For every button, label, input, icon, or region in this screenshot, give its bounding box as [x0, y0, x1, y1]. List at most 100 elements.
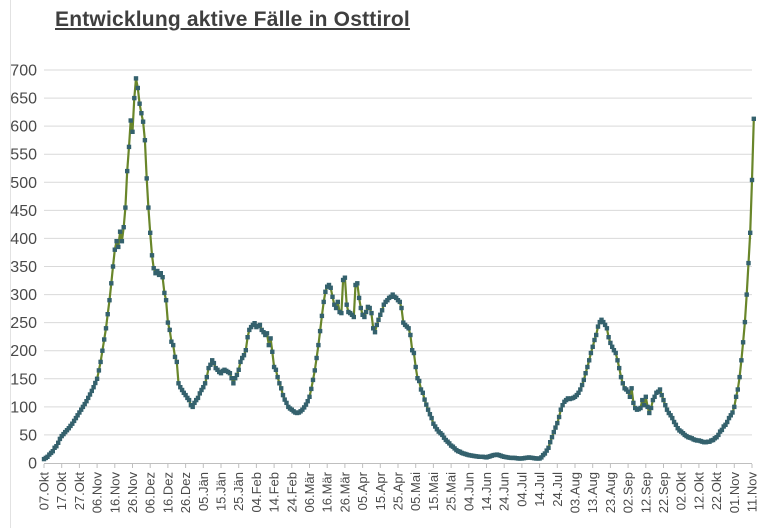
data-point-marker	[372, 330, 378, 335]
x-axis-tick-label: 06.Nov	[90, 472, 105, 514]
data-point-marker	[56, 440, 61, 445]
x-axis-tick-label: 25.Apr	[391, 471, 406, 510]
x-axis-tick-label: 24.Jul	[550, 472, 565, 507]
data-point-marker	[218, 371, 224, 376]
data-point-marker	[746, 260, 751, 266]
x-axis-tick-label: 22.Sep	[656, 472, 671, 513]
data-point-marker	[229, 376, 234, 381]
data-point-marker	[110, 264, 116, 269]
data-point-marker	[121, 225, 126, 230]
data-point-marker	[664, 407, 670, 412]
data-point-marker	[399, 305, 404, 311]
data-point-marker	[585, 364, 590, 370]
data-point-marker	[310, 377, 316, 383]
data-point-marker	[75, 413, 80, 418]
data-point-marker	[579, 382, 585, 388]
data-point-marker	[171, 342, 176, 348]
data-point-marker	[390, 292, 395, 297]
data-point-marker	[751, 116, 756, 121]
data-point-marker	[606, 335, 611, 340]
data-point-marker	[273, 367, 279, 372]
data-point-marker	[590, 344, 595, 349]
y-axis-tick-label: 350	[10, 259, 37, 276]
data-point-marker	[312, 368, 317, 373]
data-point-marker	[172, 354, 178, 360]
data-point-marker	[556, 414, 562, 420]
y-axis-tick-label: 450	[10, 203, 37, 220]
data-point-marker	[231, 381, 236, 386]
x-axis-tick-label: 25.Jän	[231, 472, 246, 511]
data-point-marker	[661, 397, 666, 403]
data-point-marker	[397, 299, 402, 305]
data-point-marker	[167, 327, 172, 333]
data-point-marker	[326, 282, 332, 288]
data-point-marker	[323, 289, 328, 294]
x-axis-tick-label: 06.Mär	[302, 471, 317, 512]
data-point-marker	[160, 275, 165, 280]
data-point-marker	[162, 290, 167, 296]
data-point-marker	[737, 374, 742, 380]
data-point-marker	[158, 271, 163, 276]
data-point-marker	[739, 358, 744, 363]
data-point-marker	[271, 364, 277, 370]
data-point-marker	[420, 390, 425, 395]
data-point-marker	[148, 230, 153, 235]
data-point-marker	[155, 268, 160, 274]
data-point-marker	[742, 319, 748, 325]
data-point-marker	[611, 348, 617, 353]
data-point-marker	[186, 397, 192, 403]
x-axis-tick-label: 14.Jun	[479, 472, 494, 511]
data-point-marker	[558, 407, 563, 412]
data-point-marker	[344, 302, 349, 307]
data-point-marker	[425, 407, 431, 412]
data-point-marker	[587, 358, 592, 363]
data-point-marker	[340, 277, 346, 283]
data-point-marker	[539, 455, 544, 460]
data-point-marker	[89, 388, 94, 394]
data-point-marker	[725, 419, 730, 425]
data-point-marker	[238, 359, 243, 365]
data-point-marker	[112, 247, 117, 252]
data-point-marker	[149, 253, 155, 258]
data-point-marker	[716, 432, 721, 438]
data-point-marker	[247, 327, 252, 333]
data-point-marker	[553, 425, 558, 430]
data-point-marker	[650, 397, 656, 403]
data-point-marker	[656, 389, 661, 394]
data-point-marker	[307, 394, 312, 399]
data-point-marker	[441, 435, 447, 440]
data-point-marker	[330, 294, 335, 299]
data-point-marker	[666, 410, 671, 416]
data-point-marker	[613, 350, 618, 356]
data-point-marker	[319, 313, 325, 319]
data-point-marker	[169, 339, 174, 344]
data-point-marker	[728, 413, 733, 418]
data-point-marker	[261, 330, 266, 335]
data-point-marker	[71, 418, 77, 424]
data-point-marker	[277, 381, 282, 386]
data-point-marker	[733, 394, 739, 399]
data-point-marker	[351, 314, 356, 320]
data-point-marker	[93, 380, 98, 386]
data-point-marker	[602, 322, 608, 328]
data-point-marker	[119, 239, 125, 244]
data-point-marker	[50, 449, 55, 454]
data-point-marker	[132, 95, 137, 101]
data-point-marker	[555, 420, 560, 426]
data-point-marker	[427, 412, 433, 417]
data-point-marker	[257, 322, 263, 328]
x-axis-tick-label: 05.Mai	[408, 472, 423, 511]
data-point-marker	[181, 390, 186, 395]
x-axis-tick-label: 13.Aug	[585, 472, 600, 513]
data-point-marker	[647, 410, 652, 416]
data-point-marker	[363, 309, 369, 315]
data-point-marker	[652, 394, 657, 399]
data-point-marker	[714, 435, 719, 440]
data-point-marker	[91, 385, 96, 390]
data-point-marker	[139, 111, 144, 116]
data-point-marker	[618, 374, 624, 380]
x-axis-tick-label: 03.Aug	[568, 472, 583, 513]
data-point-marker	[100, 348, 105, 353]
data-point-marker	[317, 328, 323, 334]
